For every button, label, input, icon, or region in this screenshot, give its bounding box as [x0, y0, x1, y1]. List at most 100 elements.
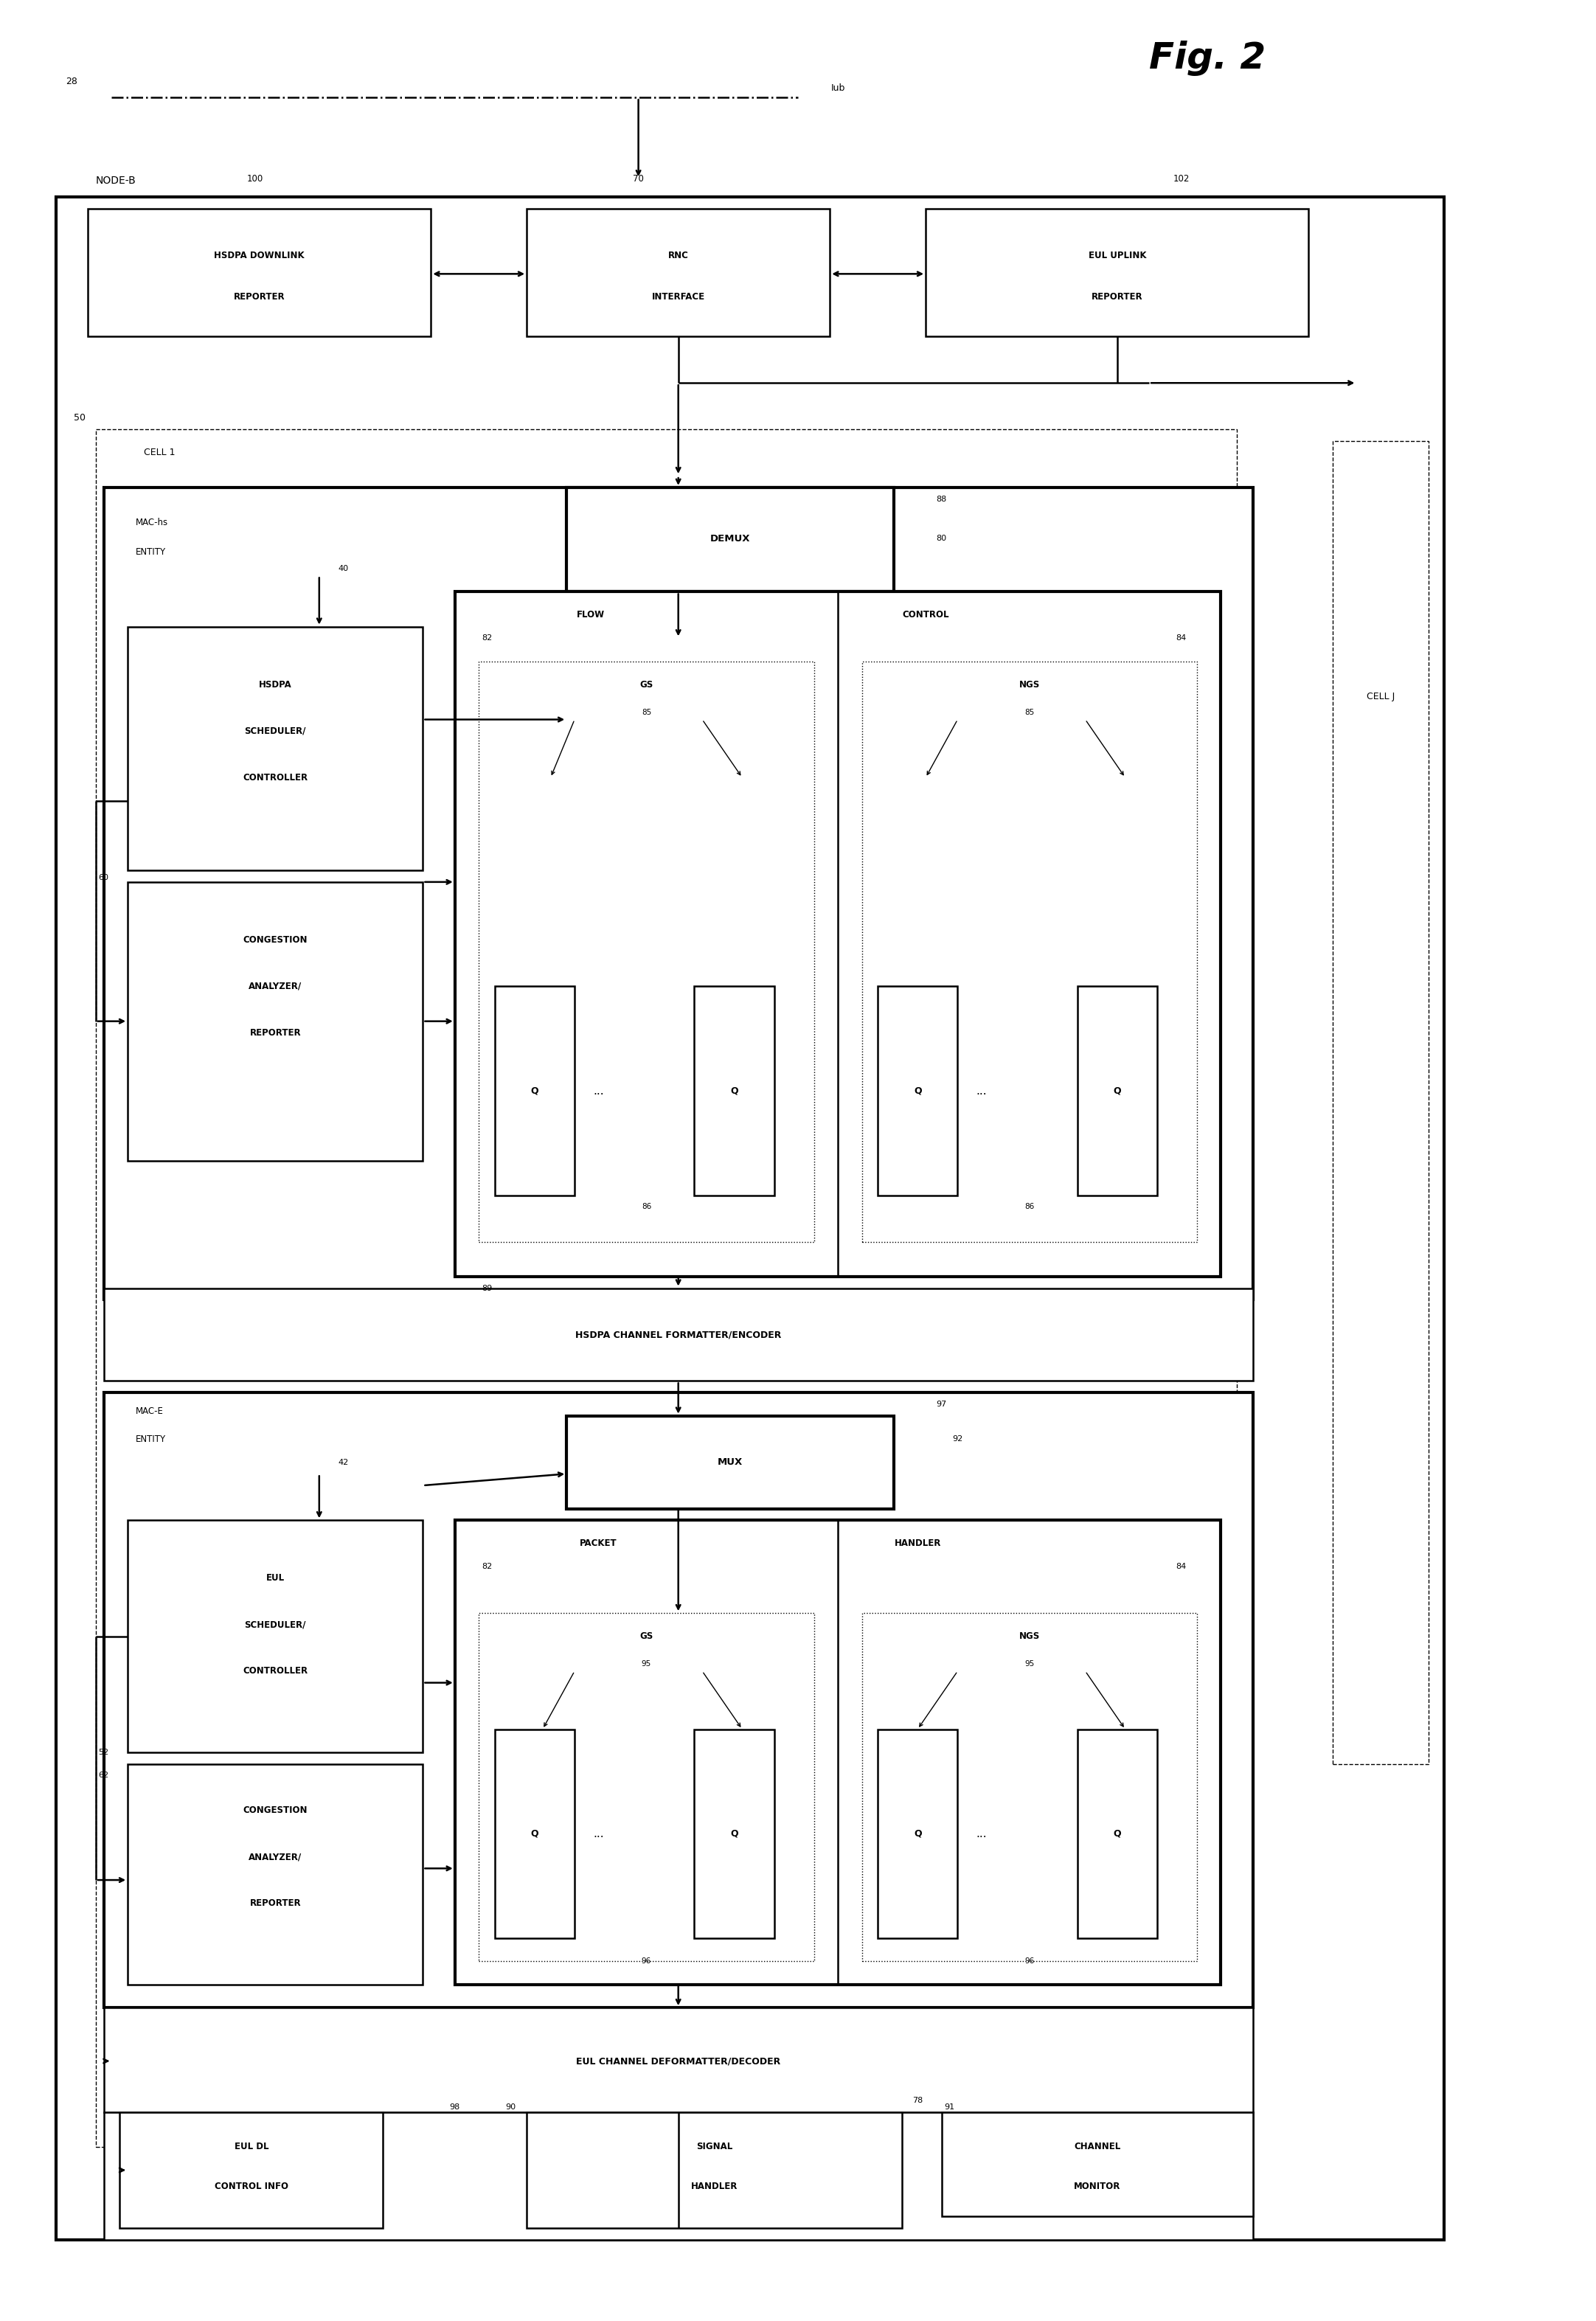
FancyBboxPatch shape: [479, 661, 814, 1242]
Text: DEMUX: DEMUX: [710, 534, 750, 543]
Text: 96: 96: [1025, 1957, 1034, 1966]
FancyBboxPatch shape: [694, 986, 774, 1195]
FancyBboxPatch shape: [479, 1613, 814, 1961]
Text: SCHEDULER/: SCHEDULER/: [244, 726, 306, 736]
Text: EUL UPLINK: EUL UPLINK: [1088, 251, 1146, 260]
FancyBboxPatch shape: [862, 1613, 1197, 1961]
FancyBboxPatch shape: [495, 986, 575, 1195]
Text: 90: 90: [506, 2103, 516, 2112]
FancyBboxPatch shape: [1077, 1729, 1157, 1938]
FancyBboxPatch shape: [128, 627, 423, 870]
Text: 100: 100: [247, 174, 263, 183]
Text: 96: 96: [642, 1957, 651, 1966]
Text: GS: GS: [640, 1632, 653, 1641]
Text: 102: 102: [1173, 174, 1189, 183]
Text: 82: 82: [482, 1562, 492, 1571]
FancyBboxPatch shape: [128, 882, 423, 1160]
Text: HANDLER: HANDLER: [691, 2182, 737, 2191]
Text: 98: 98: [450, 2103, 460, 2112]
Text: 78: 78: [913, 2096, 922, 2105]
FancyBboxPatch shape: [104, 1288, 1253, 1381]
Text: ANALYZER/: ANALYZER/: [249, 1852, 302, 1861]
FancyBboxPatch shape: [878, 986, 958, 1195]
FancyBboxPatch shape: [1077, 986, 1157, 1195]
Text: 91: 91: [945, 2103, 954, 2112]
Text: ENTITY: ENTITY: [136, 1434, 166, 1444]
Text: 70: 70: [634, 174, 643, 183]
Text: 52: 52: [99, 1748, 109, 1757]
Text: 80: 80: [937, 534, 946, 543]
FancyBboxPatch shape: [104, 2112, 1253, 2240]
Text: Q: Q: [1114, 1086, 1120, 1096]
FancyBboxPatch shape: [495, 1729, 575, 1938]
Text: HSDPA: HSDPA: [259, 680, 292, 689]
Text: 28: 28: [65, 77, 78, 86]
FancyBboxPatch shape: [567, 1416, 894, 1509]
FancyBboxPatch shape: [56, 197, 1444, 2240]
Text: 86: 86: [1025, 1202, 1034, 1212]
Text: 82: 82: [482, 634, 492, 643]
Text: NODE-B: NODE-B: [96, 176, 136, 186]
Text: CONTROLLER: CONTROLLER: [243, 1666, 308, 1676]
FancyBboxPatch shape: [942, 2112, 1253, 2217]
Text: REPORTER: REPORTER: [1092, 292, 1143, 302]
Text: MAC-hs: MAC-hs: [136, 518, 168, 527]
Text: CONGESTION: CONGESTION: [243, 1806, 308, 1815]
Text: Q: Q: [915, 1829, 921, 1838]
Text: 95: 95: [642, 1660, 651, 1669]
Text: SCHEDULER/: SCHEDULER/: [244, 1620, 306, 1629]
Text: 97: 97: [937, 1400, 946, 1409]
FancyBboxPatch shape: [96, 429, 1237, 2147]
Text: 40: 40: [338, 564, 348, 573]
Text: MONITOR: MONITOR: [1074, 2182, 1120, 2191]
Text: ANALYZER/: ANALYZER/: [249, 982, 302, 991]
FancyBboxPatch shape: [88, 209, 431, 337]
FancyBboxPatch shape: [120, 2112, 383, 2228]
Text: 84: 84: [1176, 1562, 1186, 1571]
Text: Q: Q: [915, 1086, 921, 1096]
Text: ...: ...: [594, 1086, 603, 1096]
Text: Q: Q: [731, 1829, 737, 1838]
Text: 42: 42: [338, 1458, 348, 1467]
FancyBboxPatch shape: [1333, 441, 1428, 1764]
Text: Fig. 2: Fig. 2: [1149, 39, 1266, 77]
Text: Q: Q: [531, 1829, 538, 1838]
Text: 60: 60: [99, 873, 109, 882]
Text: EUL: EUL: [267, 1574, 284, 1583]
Text: 88: 88: [937, 494, 946, 504]
Text: 85: 85: [642, 708, 651, 717]
Text: REPORTER: REPORTER: [249, 1899, 302, 1908]
FancyBboxPatch shape: [455, 1520, 1221, 1984]
FancyBboxPatch shape: [104, 487, 1253, 1300]
Text: HANDLER: HANDLER: [894, 1539, 942, 1548]
FancyBboxPatch shape: [926, 209, 1309, 337]
Text: PACKET: PACKET: [579, 1539, 618, 1548]
FancyBboxPatch shape: [878, 1729, 958, 1938]
Text: ...: ...: [594, 1829, 603, 1838]
Text: 84: 84: [1176, 634, 1186, 643]
Text: 92: 92: [953, 1434, 962, 1444]
FancyBboxPatch shape: [128, 1764, 423, 1984]
Text: Q: Q: [731, 1086, 737, 1096]
FancyBboxPatch shape: [862, 661, 1197, 1242]
FancyBboxPatch shape: [104, 2008, 1253, 2112]
Text: MAC-E: MAC-E: [136, 1407, 164, 1416]
Text: 62: 62: [99, 1771, 109, 1780]
Text: REPORTER: REPORTER: [249, 1028, 302, 1037]
Text: RNC: RNC: [669, 251, 688, 260]
FancyBboxPatch shape: [104, 1393, 1253, 2008]
Text: CHANNEL: CHANNEL: [1074, 2142, 1120, 2152]
FancyBboxPatch shape: [527, 2112, 902, 2228]
Text: FLOW: FLOW: [576, 610, 605, 620]
Text: 86: 86: [642, 1202, 651, 1212]
Text: EUL CHANNEL DEFORMATTER/DECODER: EUL CHANNEL DEFORMATTER/DECODER: [576, 2056, 780, 2066]
Text: 50: 50: [73, 413, 86, 422]
Text: REPORTER: REPORTER: [233, 292, 286, 302]
Text: MUX: MUX: [718, 1458, 742, 1467]
FancyBboxPatch shape: [567, 487, 894, 592]
Text: INTERFACE: INTERFACE: [651, 292, 705, 302]
FancyBboxPatch shape: [694, 1729, 774, 1938]
Text: CELL J: CELL J: [1366, 692, 1395, 701]
Text: ENTITY: ENTITY: [136, 548, 166, 557]
FancyBboxPatch shape: [455, 592, 1221, 1277]
